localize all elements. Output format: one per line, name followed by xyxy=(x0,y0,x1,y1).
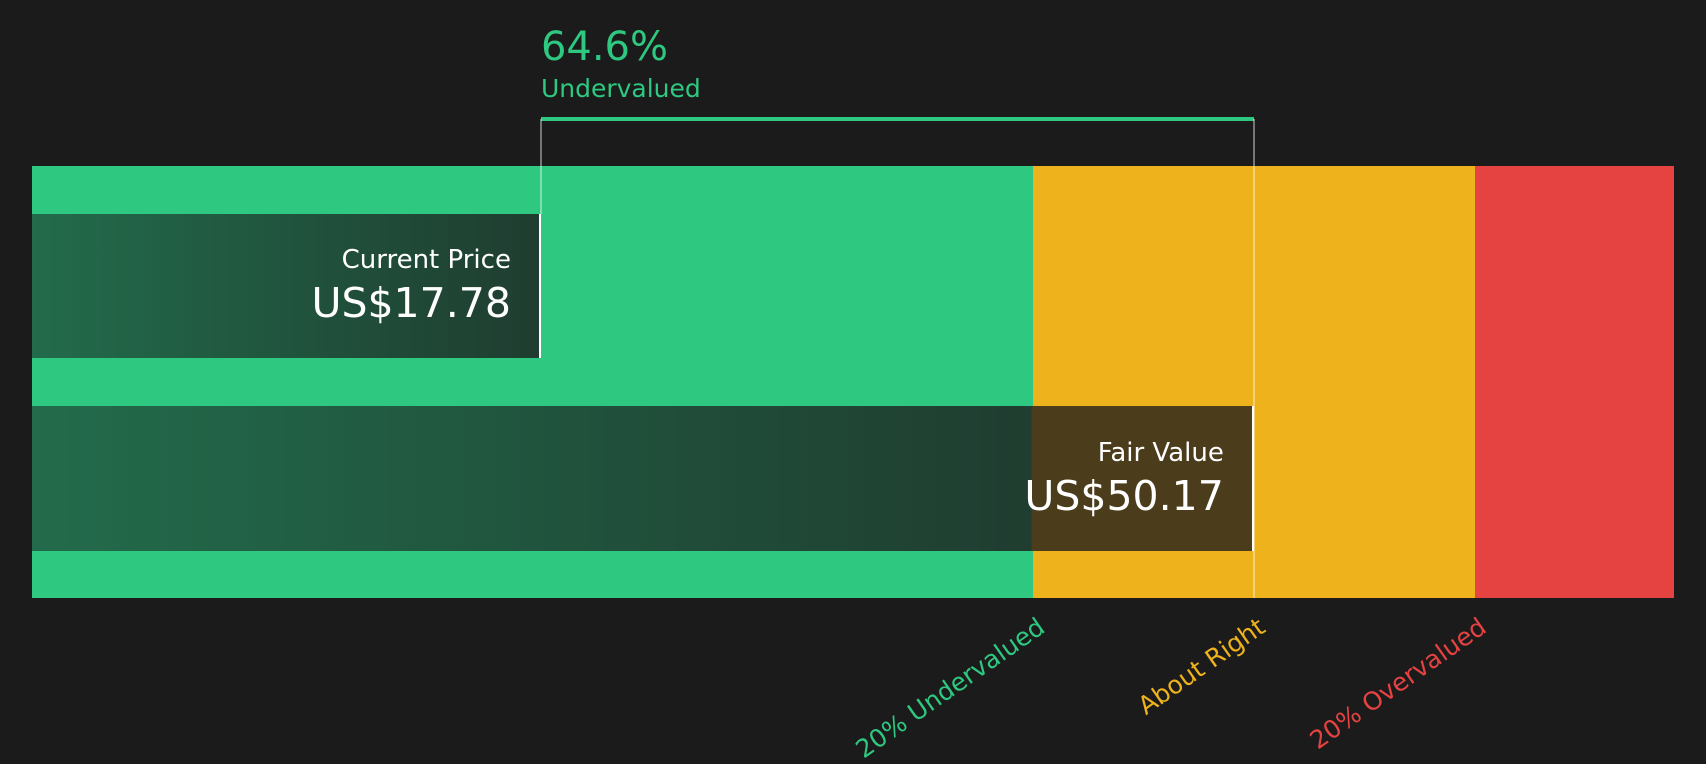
current-price-value: US$17.78 xyxy=(311,279,511,327)
fair-value-value: US$50.17 xyxy=(1024,471,1224,520)
zone-label-undervalued: 20% Undervalued xyxy=(850,612,1050,764)
zone-label-about-right: About Right xyxy=(1132,612,1271,721)
current-price-label: Current Price xyxy=(341,245,511,275)
fair-value-label: Fair Value xyxy=(1097,437,1224,468)
current-price-bar: Current Price US$17.78 xyxy=(32,214,541,358)
fair-value-marker-line xyxy=(1252,119,1255,598)
discount-bracket xyxy=(540,117,1254,121)
zone-label-overvalued: 20% Overvalued xyxy=(1304,612,1492,755)
current-price-marker-line xyxy=(539,119,542,214)
discount-percent: 64.6% xyxy=(540,24,669,70)
valuation-verdict: Undervalued xyxy=(540,74,701,103)
fair-value-bar: Fair Value US$50.17 xyxy=(32,406,1254,551)
zone-overvalued xyxy=(1474,166,1674,598)
